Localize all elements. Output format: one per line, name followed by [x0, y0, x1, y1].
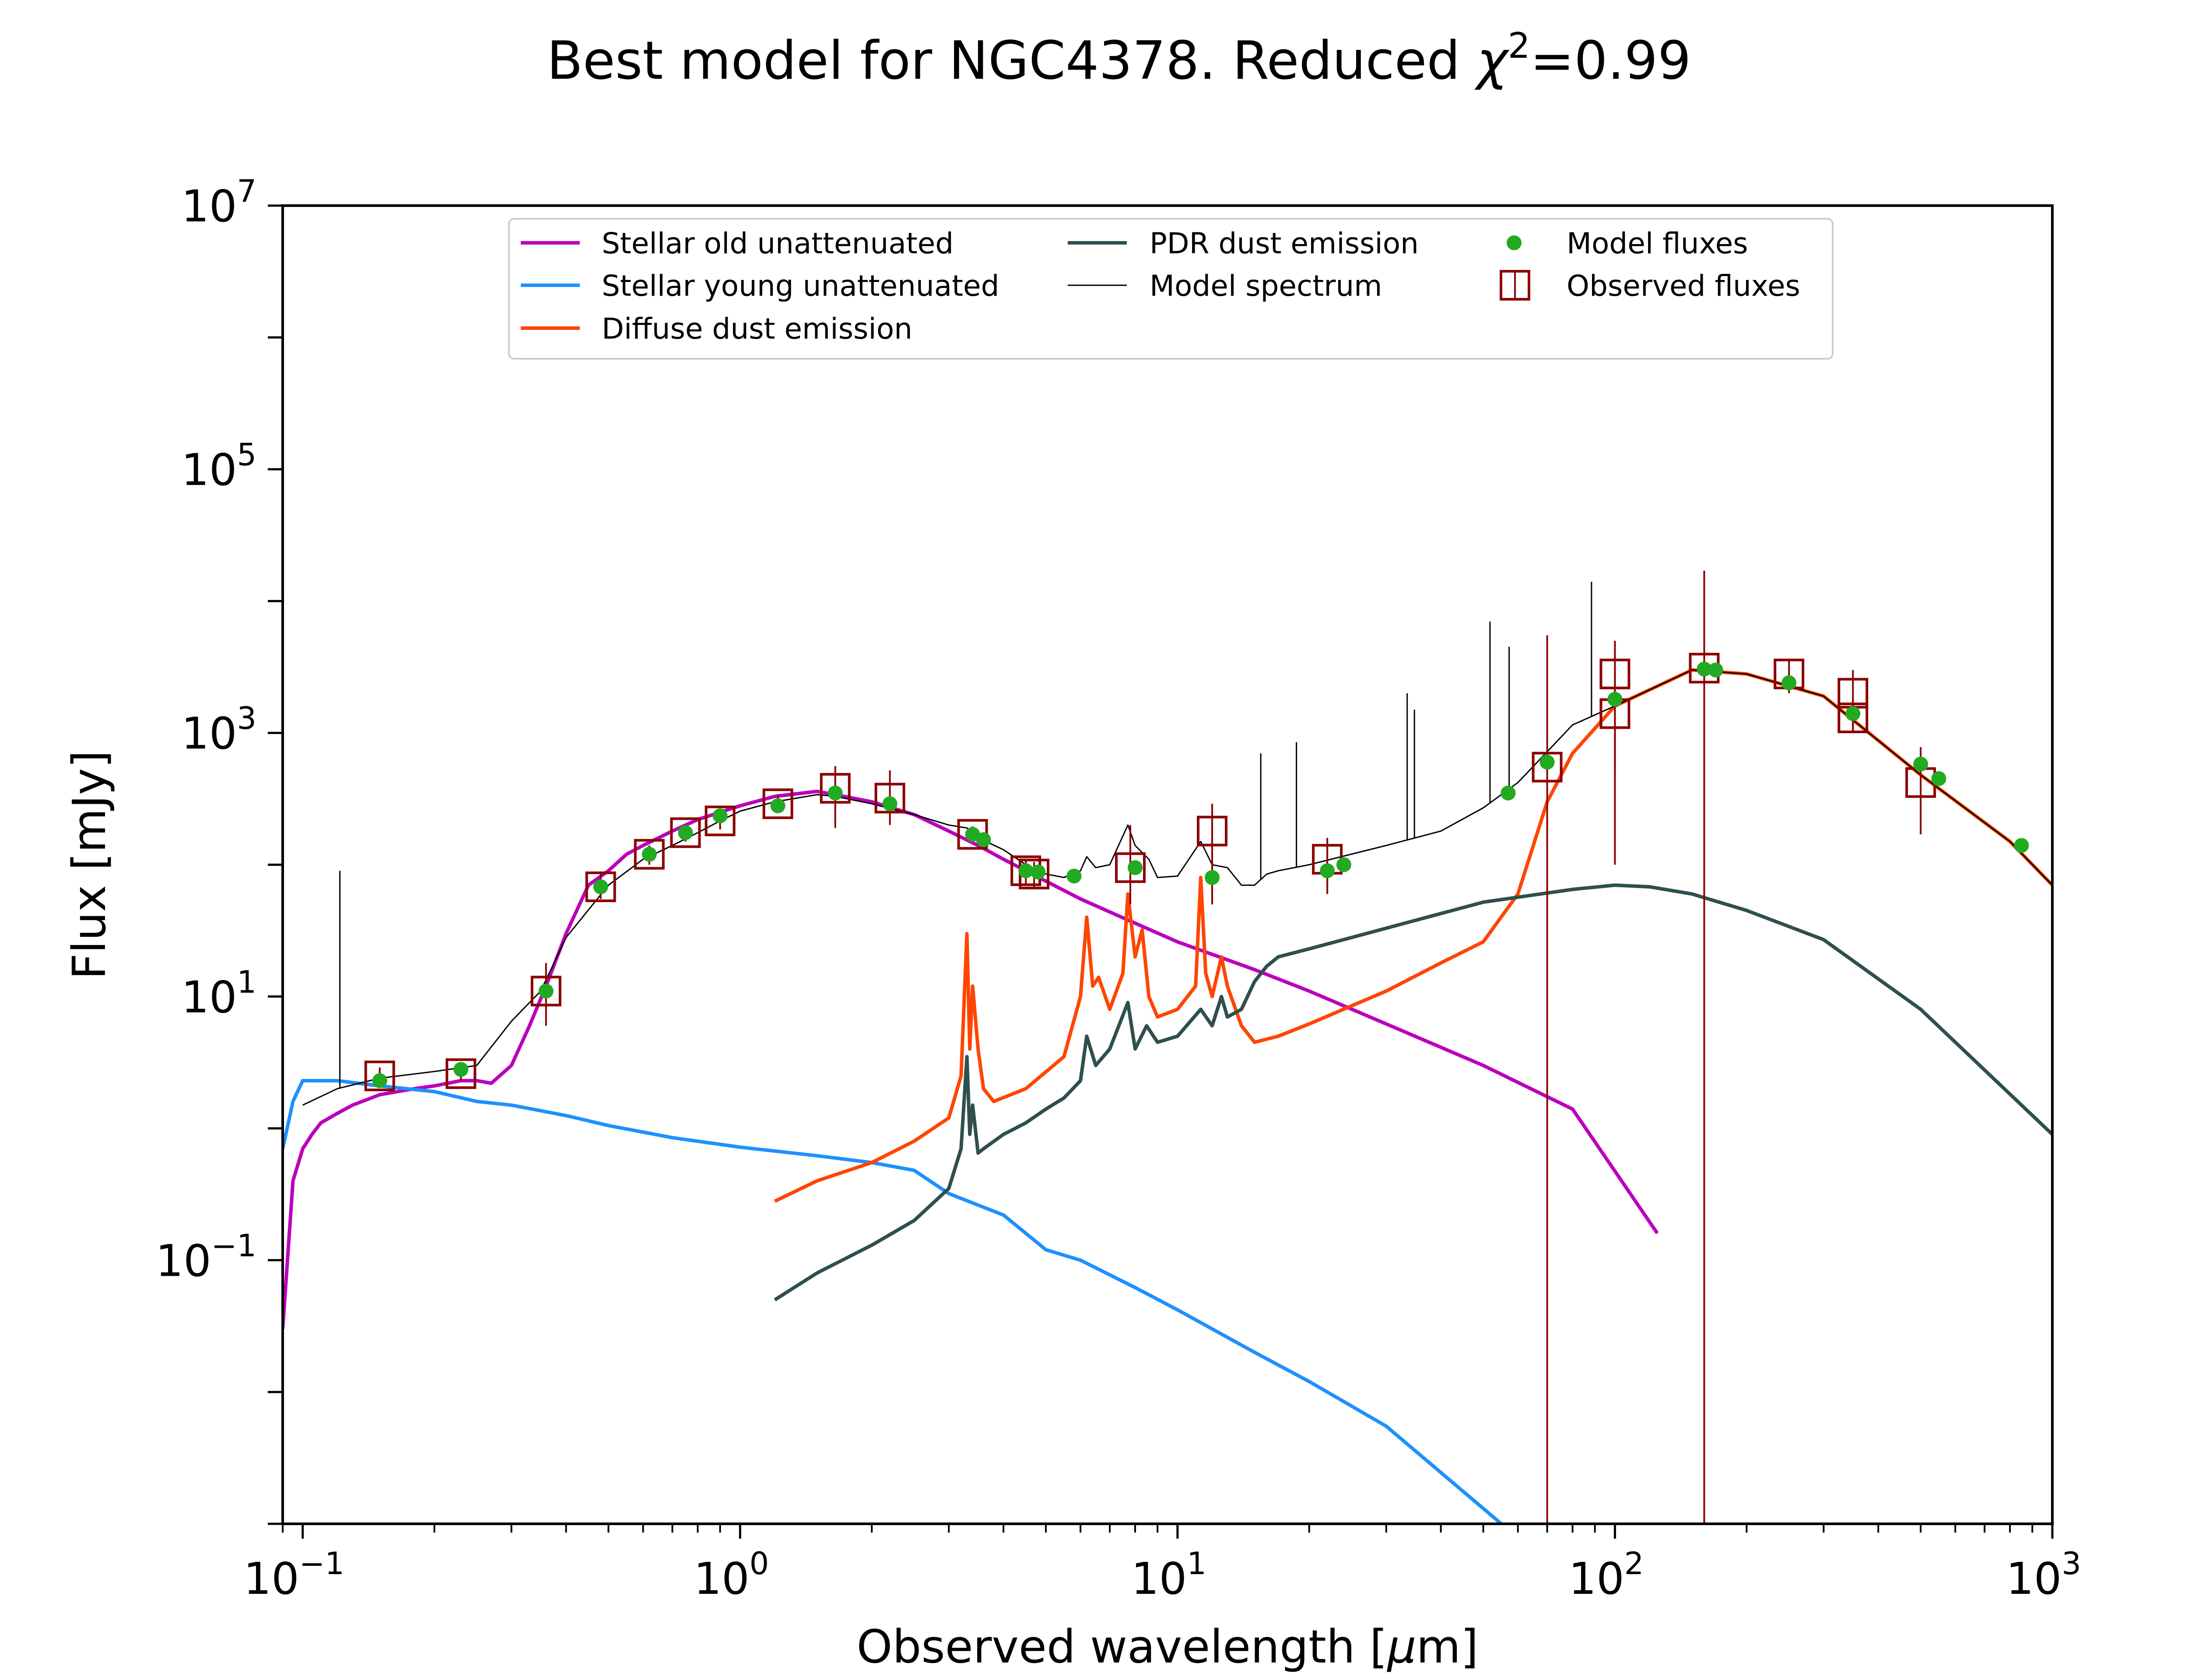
model-flux-15	[1066, 868, 1082, 884]
chart-title: Best model for NGC4378. Reduced χ2=0.99	[547, 25, 1691, 91]
x-tick-label-3: 101	[1131, 1546, 1206, 1604]
y-tick-label-4: 105	[181, 437, 256, 496]
series-line-3	[774, 668, 2052, 1203]
model-flux-18	[1320, 863, 1335, 878]
legend-label-2: Stellar young unattenuated	[602, 269, 999, 303]
plot-frame	[281, 204, 2054, 1525]
observed-flux-3	[530, 976, 561, 1007]
x-tick-label-1: 10−1	[244, 1546, 344, 1604]
observed-flux-5	[634, 839, 665, 870]
model-flux-13	[1018, 863, 1034, 878]
legend-swatch-6	[1507, 235, 1522, 250]
model-flux-28	[1931, 771, 1946, 786]
model-flux-27	[1913, 756, 1929, 772]
observed-flux-10	[874, 783, 905, 814]
observed-flux-17	[1532, 752, 1563, 783]
legend-box	[508, 218, 1834, 360]
series-line-5	[302, 669, 2052, 1106]
legend-label-1: Stellar old unattenuated	[602, 227, 954, 260]
model-flux-4	[593, 879, 608, 894]
model-flux-2	[453, 1062, 469, 1077]
model-flux-22	[1607, 692, 1623, 707]
legend: Stellar old unattenuated Stellar young un…	[508, 218, 1834, 360]
series-line-1	[283, 789, 1659, 1330]
y-tick-label-3: 103	[181, 700, 256, 759]
model-flux-12	[976, 832, 991, 847]
model-flux-24	[1708, 662, 1723, 678]
model-flux-26	[1845, 706, 1861, 721]
model-flux-20	[1501, 785, 1516, 801]
model-flux-21	[1539, 755, 1555, 770]
model-flux-3	[538, 984, 554, 999]
legend-label-6: Model fluxes	[1567, 227, 1748, 260]
y-tick-label-2: 101	[181, 964, 256, 1023]
model-flux-6	[678, 825, 693, 840]
observed-flux-15	[1197, 816, 1228, 847]
observed-flux-1	[364, 1060, 395, 1092]
observed-flux-4	[585, 871, 616, 902]
x-tick-label-4: 102	[1569, 1546, 1644, 1604]
model-flux-25	[1781, 675, 1797, 690]
axis-ticks: 10−1 100 101 102 103 10−1 101 103 105 107	[156, 173, 2081, 1604]
y-tick-label-1: 10−1	[156, 1228, 256, 1286]
model-flux-1	[372, 1073, 387, 1088]
series-line-4	[774, 883, 2052, 1302]
x-tick-label-5: 103	[2006, 1546, 2081, 1604]
model-flux-17	[1205, 870, 1220, 885]
y-axis-label: Flux [mJy]	[63, 750, 116, 980]
observed-flux-7	[705, 805, 736, 836]
model-flux-14	[1031, 864, 1046, 880]
model-flux-8	[770, 798, 785, 813]
y-tick-label-5: 107	[181, 173, 256, 232]
legend-label-5: Model spectrum	[1150, 269, 1382, 303]
model-flux-10	[882, 796, 898, 812]
model-flux-7	[712, 808, 728, 823]
model-flux-5	[642, 847, 657, 862]
legend-label-3: Diffuse dust emission	[602, 312, 912, 346]
model-flux-16	[1128, 860, 1143, 875]
x-tick-label-2: 100	[694, 1546, 769, 1604]
observed-flux-8	[762, 788, 793, 819]
model-flux-19	[1336, 857, 1351, 872]
model-flux-9	[828, 785, 843, 801]
legend-label-7: Observed fluxes	[1567, 269, 1800, 303]
observed-flux-6	[670, 817, 701, 848]
observed-flux-9	[820, 773, 851, 804]
legend-label-4: PDR dust emission	[1150, 227, 1419, 260]
model-flux-29	[2014, 838, 2029, 853]
model-flux-23	[1697, 662, 1712, 677]
series-line-2	[283, 1079, 1503, 1524]
x-axis-label: Observed wavelength [μm]	[857, 1620, 1479, 1673]
observed-flux-14	[1115, 852, 1146, 883]
plot-data	[283, 570, 2052, 1524]
observed-flux-23	[1837, 702, 1869, 733]
observed-flux-2	[445, 1058, 477, 1089]
